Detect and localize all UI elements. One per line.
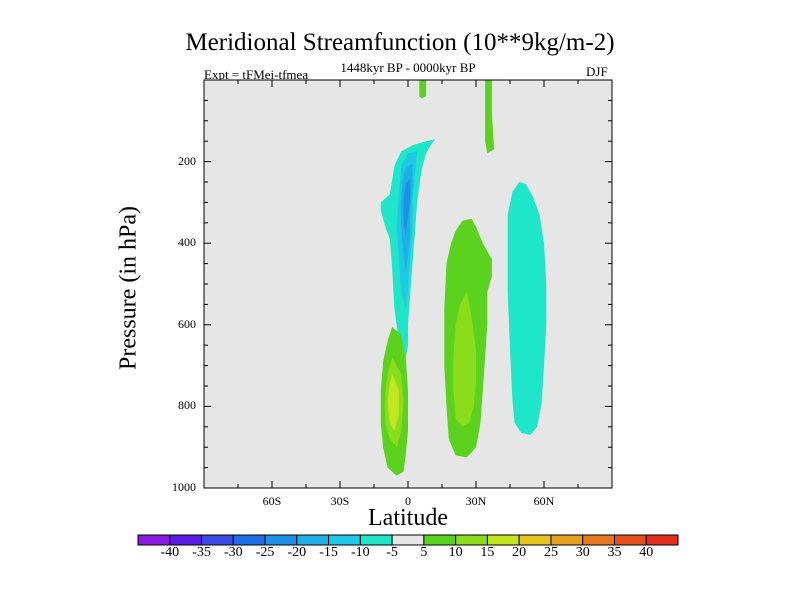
x-axis-label: Latitude [368,505,448,531]
colorbar-label: 40 [639,545,654,560]
region-nh-lower-cell-inner [453,292,476,427]
colorbar-swatch [169,534,203,546]
chart-title: Meridional Streamfunction (10**9kg/m-2) [185,29,615,56]
colorbar-swatch [232,534,266,546]
colorbar-swatch [645,534,679,546]
region-nh-upper-strip [485,80,495,154]
x-tick-label: 30N [465,494,487,508]
colorbar-swatch [423,534,457,546]
colorbar-swatch [518,534,552,546]
colorbar-label: 10 [448,545,463,560]
region-eq-jet-strip [419,80,427,99]
colorbar-label: 5 [420,545,428,560]
colorbar-label: -40 [160,545,180,560]
colorbar-label: -30 [223,545,243,560]
colorbar-label: 15 [480,545,495,560]
season-label: DJF [586,64,608,79]
colorbar-swatch [455,534,488,546]
x-tick-label: 60N [533,494,555,508]
region-nh-midlat-cell-outer [507,182,547,435]
x-tick-label: 30S [330,494,350,508]
y-tick-label: 800 [178,398,196,413]
colorbar-swatch [296,534,330,546]
region-sh-lower-cell-core [387,373,399,431]
colorbar-label: 25 [543,545,558,560]
colorbar-swatch [613,534,647,546]
colorbar-swatch [582,534,615,546]
colorbar-swatch [550,534,584,546]
colorbar-label: 30 [575,545,590,560]
y-tick-label: 600 [178,316,196,331]
colorbar-swatch [359,534,393,546]
colorbar-swatch [328,534,361,546]
colorbar-label: -15 [319,545,338,560]
colorbar-label: 20 [512,545,527,560]
colorbar-label: -5 [386,545,398,560]
colorbar-label: -35 [192,545,211,560]
y-tick-label: 1000 [172,480,196,494]
colorbar-label: 35 [607,545,622,560]
colorbar-label: -20 [287,545,307,560]
x-tick-label: 0 [405,494,411,508]
experiment-label: Expt = tFMei-tfmea [204,67,309,82]
x-tick-label: 60S [262,494,282,508]
chart-subtitle: 1448kyr BP - 0000kyr BP [340,60,476,75]
colorbar-swatch [391,534,425,546]
colorbar-swatch [486,534,520,546]
contour-regions [380,80,547,476]
colorbar-swatch [137,534,171,546]
y-tick-label: 200 [178,153,196,168]
colorbar-label: -10 [351,545,370,560]
colorbar-swatch [264,534,298,546]
y-tick-label: 400 [178,235,196,250]
colorbar-label: -25 [255,545,275,560]
colorbar-swatch [201,534,234,546]
region-tropical-upper-cell-max [403,177,411,235]
